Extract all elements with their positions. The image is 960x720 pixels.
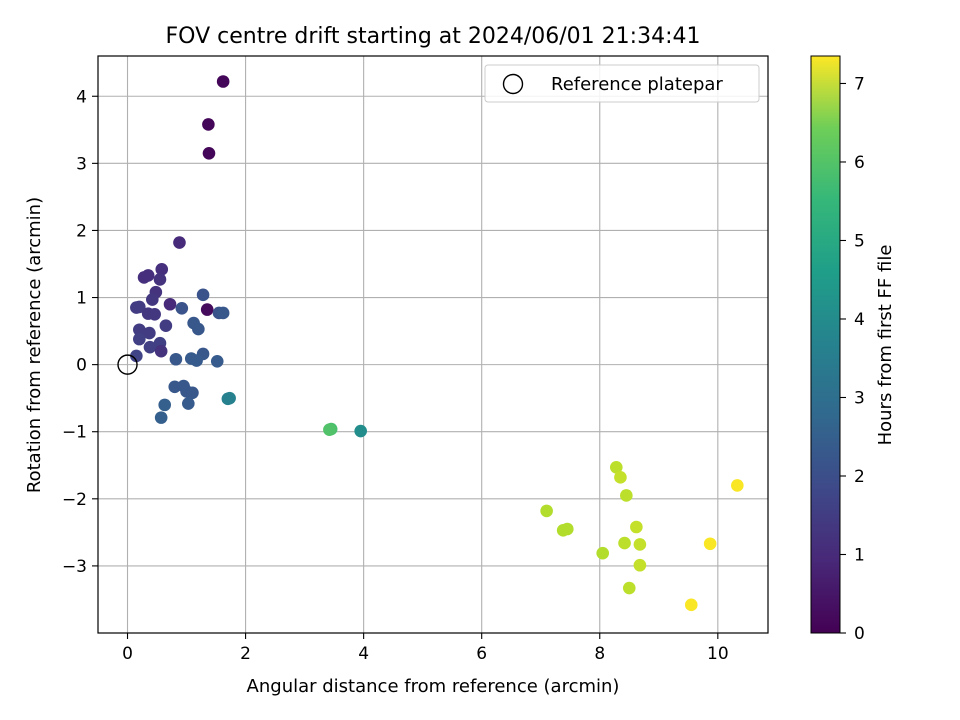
data-point bbox=[192, 322, 205, 336]
colorbar-tick-label: 1 bbox=[854, 545, 865, 565]
y-tick-label: 2 bbox=[76, 221, 87, 241]
data-point bbox=[153, 273, 167, 286]
data-point bbox=[618, 536, 631, 550]
data-point bbox=[196, 288, 210, 302]
colorbar-label: Hours from first FF file bbox=[875, 245, 896, 446]
data-point bbox=[182, 397, 195, 410]
data-point bbox=[560, 522, 574, 536]
data-point bbox=[633, 558, 647, 572]
y-axis-ticks: −3 −2 −1 0 1 2 3 4 bbox=[62, 87, 98, 577]
data-point bbox=[175, 301, 189, 315]
data-point bbox=[143, 326, 156, 340]
data-point bbox=[684, 598, 698, 612]
data-point bbox=[202, 118, 215, 131]
y-tick-label: 1 bbox=[76, 289, 87, 309]
data-point bbox=[155, 263, 169, 276]
x-tick-label: 4 bbox=[358, 644, 369, 664]
y-tick-label: −2 bbox=[62, 490, 87, 510]
colorbar-tick-label: 3 bbox=[854, 388, 865, 408]
data-point bbox=[154, 344, 168, 358]
data-point bbox=[596, 546, 610, 560]
data-point bbox=[216, 75, 230, 88]
legend-reference-marker bbox=[502, 73, 524, 95]
data-point bbox=[158, 398, 172, 412]
data-point bbox=[130, 349, 143, 363]
data-point bbox=[614, 471, 627, 484]
colorbar-ticks: 0 1 2 3 4 5 6 7 bbox=[840, 74, 865, 644]
data-point bbox=[163, 297, 177, 311]
data-point bbox=[622, 581, 636, 595]
y-tick-label: 0 bbox=[76, 356, 87, 376]
x-axis-label: Angular distance from reference (arcmin) bbox=[247, 676, 620, 697]
y-tick-label: 4 bbox=[76, 87, 87, 107]
data-points bbox=[130, 75, 744, 612]
y-tick-label: −1 bbox=[62, 423, 87, 443]
x-tick-label: 0 bbox=[122, 644, 133, 664]
colorbar bbox=[810, 55, 841, 634]
data-point bbox=[202, 146, 216, 160]
data-point bbox=[633, 538, 647, 551]
data-point bbox=[200, 303, 214, 316]
x-tick-label: 10 bbox=[707, 644, 729, 664]
data-point bbox=[169, 352, 183, 366]
x-tick-label: 6 bbox=[476, 644, 487, 664]
x-axis-ticks: 0 2 4 6 8 10 bbox=[122, 633, 729, 664]
y-tick-label: −3 bbox=[62, 557, 87, 577]
data-point bbox=[731, 479, 744, 492]
data-point bbox=[154, 411, 168, 424]
x-tick-label: 8 bbox=[594, 644, 605, 664]
data-point bbox=[141, 269, 155, 282]
data-point bbox=[148, 308, 161, 321]
data-point bbox=[323, 423, 336, 437]
reference-marker-layer bbox=[117, 354, 138, 375]
colorbar-tick-label: 7 bbox=[854, 74, 865, 94]
y-axis-label: Rotation from reference (arcmin) bbox=[24, 197, 45, 493]
legend-box bbox=[484, 64, 760, 103]
legend: Reference platepar bbox=[484, 64, 760, 103]
data-point bbox=[133, 323, 146, 337]
data-point bbox=[133, 300, 146, 314]
data-point bbox=[133, 332, 146, 346]
data-point bbox=[620, 489, 633, 502]
y-tick-label: 3 bbox=[76, 154, 87, 174]
data-point bbox=[216, 306, 230, 320]
data-point bbox=[354, 424, 367, 438]
plot-frame bbox=[97, 55, 769, 634]
data-point bbox=[540, 504, 553, 518]
colorbar-tick-label: 2 bbox=[854, 467, 865, 487]
data-point bbox=[186, 386, 199, 400]
data-point bbox=[173, 236, 186, 249]
data-point bbox=[221, 392, 235, 406]
chart-title: FOV centre drift starting at 2024/06/01 … bbox=[166, 24, 701, 49]
data-point bbox=[146, 293, 159, 306]
x-tick-label: 2 bbox=[240, 644, 251, 664]
reference-platepar-marker bbox=[117, 354, 138, 375]
data-point bbox=[143, 340, 157, 354]
data-point bbox=[159, 319, 173, 333]
colorbar-tick-label: 0 bbox=[854, 624, 865, 644]
legend-label: Reference platepar bbox=[551, 74, 723, 95]
data-point bbox=[210, 354, 224, 368]
colorbar-tick-label: 4 bbox=[854, 310, 865, 330]
colorbar-tick-label: 5 bbox=[854, 231, 865, 251]
data-point bbox=[630, 520, 643, 534]
data-point bbox=[190, 354, 203, 367]
data-point bbox=[609, 460, 623, 474]
data-point bbox=[703, 537, 717, 551]
colorbar-tick-label: 6 bbox=[854, 153, 865, 173]
grid-lines bbox=[98, 56, 768, 633]
